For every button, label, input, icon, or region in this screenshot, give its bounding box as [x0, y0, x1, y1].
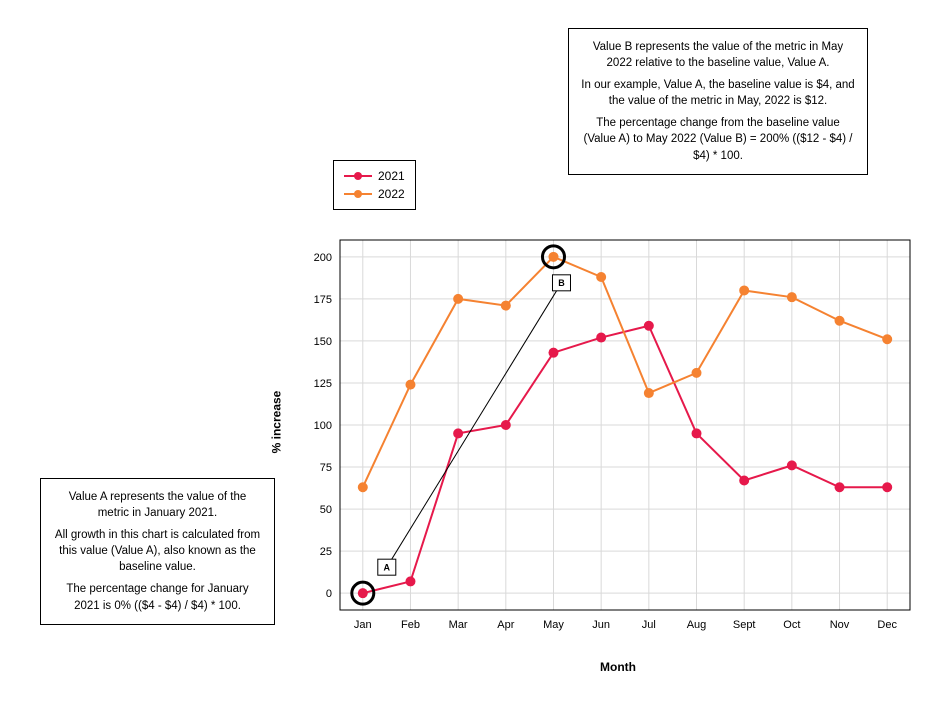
callout-a-line3: The percentage change for January 2021 i… [53, 581, 262, 613]
y-tick-label: 100 [314, 420, 332, 432]
data-point [692, 428, 702, 438]
y-tick-label: 0 [326, 588, 332, 600]
x-tick-label: Apr [497, 619, 514, 631]
y-tick-label: 125 [314, 378, 332, 390]
data-point [739, 285, 749, 295]
x-tick-label: Oct [783, 619, 800, 631]
legend-item-2021: 2021 [344, 167, 405, 185]
data-point [453, 294, 463, 304]
series-line-2022 [363, 257, 887, 487]
data-point [692, 368, 702, 378]
data-point [548, 252, 558, 262]
x-tick-label: Feb [401, 619, 420, 631]
y-tick-label: 25 [320, 546, 332, 558]
inset-label-A: A [384, 563, 391, 573]
legend-label-2021: 2021 [378, 169, 405, 183]
data-point [358, 482, 368, 492]
x-tick-label: Aug [687, 619, 707, 631]
data-point [548, 348, 558, 358]
data-point [596, 272, 606, 282]
x-tick-label: Jan [354, 619, 372, 631]
data-point [453, 428, 463, 438]
x-tick-label: Sept [733, 619, 756, 631]
data-point [882, 334, 892, 344]
legend-label-2022: 2022 [378, 187, 405, 201]
data-point [787, 292, 797, 302]
y-tick-label: 50 [320, 504, 332, 516]
y-tick-label: 75 [320, 462, 332, 474]
x-tick-label: Nov [830, 619, 850, 631]
callout-a-line2: All growth in this chart is calculated f… [53, 527, 262, 575]
x-tick-label: May [543, 619, 564, 631]
data-point [882, 482, 892, 492]
callout-b-line1: Value B represents the value of the metr… [581, 39, 855, 71]
data-point [405, 380, 415, 390]
inset-label-B: B [558, 278, 565, 288]
legend-swatch-2022 [344, 188, 372, 200]
data-point [835, 482, 845, 492]
data-point [501, 301, 511, 311]
y-tick-label: 150 [314, 336, 332, 348]
chart-legend: 2021 2022 [333, 160, 416, 210]
data-point [501, 420, 511, 430]
data-point [644, 321, 654, 331]
line-chart: % increase 0255075100125150175200JanFebM… [300, 230, 930, 655]
data-point [405, 576, 415, 586]
callout-value-a: Value A represents the value of the metr… [40, 478, 275, 625]
y-tick-label: 175 [314, 294, 332, 306]
legend-item-2022: 2022 [344, 185, 405, 203]
x-tick-label: Mar [449, 619, 468, 631]
x-tick-label: Dec [877, 619, 897, 631]
x-tick-label: Jun [592, 619, 610, 631]
data-point [835, 316, 845, 326]
chart-svg: 0 25 50 75 100 125 150 175 200 Jan Feb Mar Apr May Jun… [300, 230, 930, 650]
x-tick-label: Jul [642, 619, 656, 631]
data-point [644, 388, 654, 398]
data-point [787, 460, 797, 470]
callout-b-line3: The percentage change from the baseline … [581, 115, 855, 163]
data-point [739, 476, 749, 486]
y-tick-label: 200 [314, 252, 332, 264]
data-point [596, 333, 606, 343]
data-point [358, 588, 368, 598]
callout-b-line2: In our example, Value A, the baseline va… [581, 77, 855, 109]
series-line-2021 [363, 326, 887, 593]
x-axis-label: Month [600, 660, 636, 674]
callout-value-b: Value B represents the value of the metr… [568, 28, 868, 175]
y-axis-label: % increase [269, 391, 283, 454]
legend-swatch-2021 [344, 170, 372, 182]
callout-a-line1: Value A represents the value of the metr… [53, 489, 262, 521]
